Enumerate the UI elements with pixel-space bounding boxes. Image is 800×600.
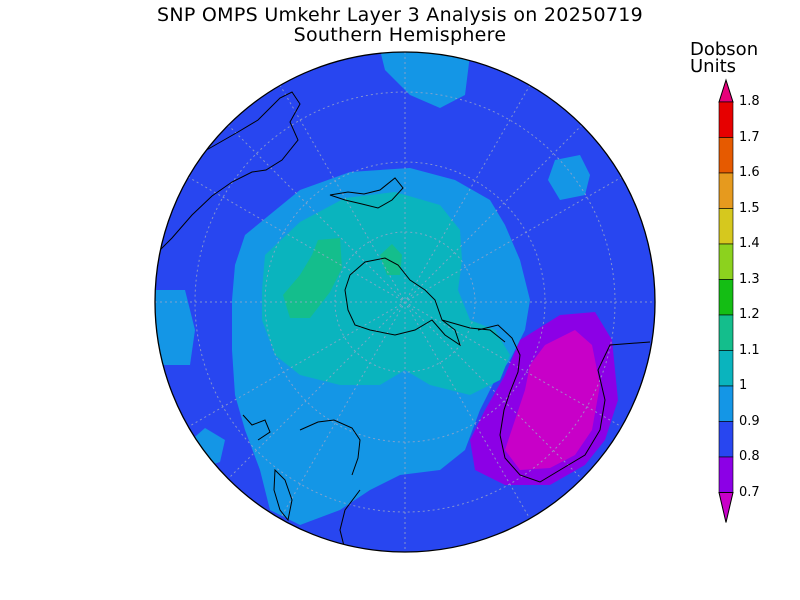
- coastlines: [159, 91, 651, 551]
- colorbar-tick-label: 1.4: [739, 236, 760, 251]
- contour-0-7-region: [505, 330, 600, 470]
- chart-subtitle: Southern Hemisphere: [293, 24, 507, 46]
- africa-south-coast: [299, 419, 361, 476]
- colorbar-bin: [718, 101, 734, 138]
- contour-1-1-patch-west: [283, 238, 342, 318]
- madagascar-coast: [273, 468, 293, 522]
- colorbar-bin: [718, 456, 734, 493]
- colorbar-bin: [718, 243, 734, 280]
- colorbar-top-arrow: [718, 78, 734, 103]
- africa-coast: [339, 489, 361, 551]
- new-zealand-coast: [329, 177, 404, 209]
- colorbar-tick-label: 1.5: [739, 200, 760, 216]
- colorbar-tick-label: 1.6: [739, 165, 760, 180]
- colorbar-tick-label: 1.2: [739, 307, 760, 322]
- colorbar-bin: [718, 421, 734, 458]
- chart-title: SNP OMPS Umkehr Layer 3 Analysis on 2025…: [156, 4, 644, 26]
- map-border: [154, 51, 656, 553]
- colorbar-tick-label: 0.9: [739, 413, 760, 429]
- colorbar-tick-label: 0.7: [739, 484, 760, 500]
- contour-top-band: [380, 52, 470, 108]
- colorbar-bin: [718, 172, 734, 209]
- indian-ocean-islands: [242, 414, 271, 441]
- colorbar-bottom-arrow: [718, 492, 734, 523]
- colorbar-bin: [718, 385, 734, 422]
- colorbar-bin: [718, 314, 734, 351]
- colorbar-tick-label: 1.8: [739, 94, 760, 109]
- colorbar-tick-label: 0.8: [739, 449, 760, 464]
- colorbar: [718, 78, 734, 523]
- antarctica-coast: [344, 257, 461, 347]
- colorbar-units-label: Dobson Units: [690, 39, 759, 77]
- colorbar-tick-label: 1: [739, 378, 748, 393]
- contour-right-blob: [548, 155, 590, 200]
- contour-left-edge: [155, 290, 195, 365]
- colorbar-tick-label: 1.3: [739, 271, 760, 287]
- australia-coast: [159, 91, 301, 251]
- colorbar-bin: [718, 279, 734, 316]
- colorbar-bin: [718, 208, 734, 245]
- south-america-coast: [477, 324, 651, 483]
- colorbar-bin: [718, 137, 734, 174]
- colorbar-tick-label: 1.7: [739, 129, 760, 145]
- colorbar-tick-label: 1.1: [739, 342, 760, 358]
- colorbar-bin: [718, 350, 734, 387]
- graticule: [155, 52, 655, 552]
